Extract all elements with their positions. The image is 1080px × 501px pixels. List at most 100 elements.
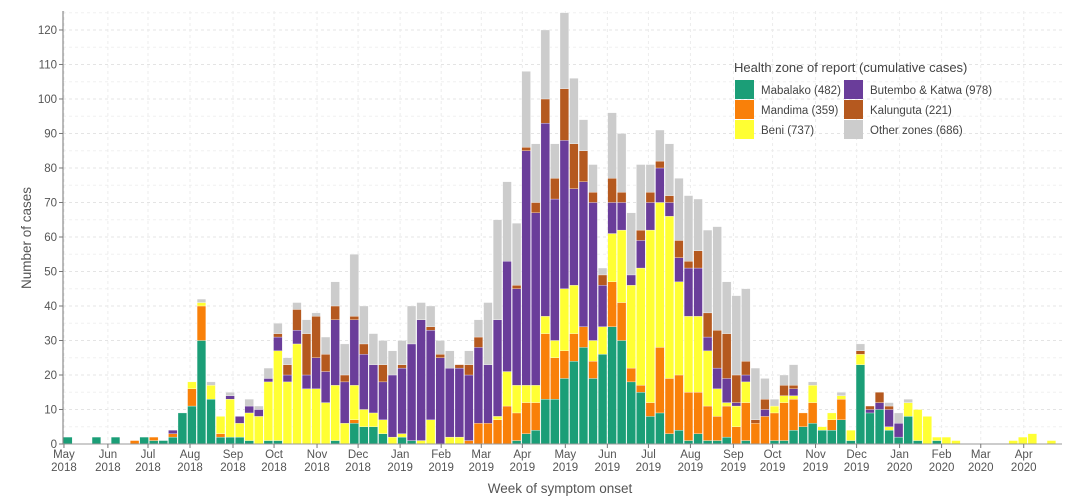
bar-segment (235, 416, 245, 424)
bar-segment (311, 388, 321, 445)
bar-segment (684, 267, 694, 317)
legend-swatch (844, 120, 863, 139)
bar-segment (426, 419, 436, 445)
bar-segment (177, 412, 187, 445)
bar-segment (779, 402, 789, 441)
bar-segment (531, 430, 541, 445)
bar-segment (894, 412, 904, 424)
bar-segment (789, 430, 799, 445)
bar-segment (521, 71, 531, 148)
bar-segment (502, 371, 512, 407)
legend-label: Kalunguta (221) (870, 105, 952, 117)
bar-segment (769, 398, 779, 407)
bar-segment (578, 119, 588, 151)
bar-segment (273, 350, 283, 441)
bar-segment (359, 409, 369, 427)
x-tick-year: 2019 (428, 462, 454, 474)
x-tick-month: Aug (680, 449, 700, 461)
bar-segment (798, 426, 808, 445)
legend-label: Butembo & Katwa (978) (870, 85, 992, 97)
bar-segment (836, 392, 846, 396)
bar-segment (340, 343, 350, 376)
bar-segment (292, 309, 302, 331)
bar-segment (636, 164, 646, 231)
bar-segment (674, 178, 684, 241)
x-tick-year: 2018 (51, 462, 77, 474)
bar-segment (521, 402, 531, 434)
bar-segment (559, 12, 569, 89)
bar-segment (445, 436, 455, 445)
bar-segment (855, 354, 865, 365)
bar-segment (311, 312, 321, 317)
bar-segment (875, 392, 885, 403)
bar-segment (712, 388, 722, 417)
bar-segment (569, 333, 579, 362)
bar-segment (168, 430, 178, 434)
bar-segment (540, 98, 550, 124)
bar-segment (655, 202, 665, 348)
y-axis-label: Number of cases (19, 187, 34, 289)
bar-segment (540, 333, 550, 400)
bar-segment (607, 233, 617, 282)
bar-segment (865, 405, 875, 410)
bar-segment (645, 402, 655, 417)
bar-segment (664, 143, 674, 196)
bar-segment (598, 274, 608, 286)
bar-segment (598, 267, 608, 276)
bar-segment (607, 281, 617, 327)
bar-segment (321, 354, 331, 372)
bar-segment (378, 364, 388, 383)
bar-segment (1027, 433, 1037, 445)
bar-segment (206, 381, 216, 386)
bar-segment (941, 436, 951, 445)
bar-segment (645, 416, 655, 445)
bar-segment (760, 409, 770, 417)
bar-segment (779, 374, 789, 386)
bar-segment (483, 364, 493, 424)
bar-segment (760, 416, 770, 445)
bar-segment (196, 305, 207, 341)
bar-segment (703, 312, 713, 338)
bar-segment (626, 367, 636, 383)
bar-segment (875, 402, 885, 410)
bar-segment (282, 381, 292, 445)
bar-segment (521, 433, 531, 445)
x-tick-year: 2018 (261, 462, 287, 474)
x-tick-month: Nov (307, 449, 328, 461)
bar-segment (512, 385, 522, 414)
bar-segment (168, 433, 178, 438)
x-axis-label: Week of symptom onset (488, 481, 633, 496)
x-tick-year: 2019 (595, 462, 621, 474)
bar-segment (617, 302, 627, 341)
x-tick-month: Feb (932, 449, 952, 461)
bar-segment (550, 398, 560, 445)
x-tick-year: 2018 (177, 462, 203, 474)
bar-segment (932, 440, 942, 445)
bar-segment (789, 395, 799, 400)
bar-segment (684, 440, 694, 445)
bar-segment (378, 433, 388, 445)
bar-segment (703, 336, 713, 351)
bar-segment (836, 395, 846, 400)
bar-segment (330, 440, 340, 445)
bar-segment (789, 388, 799, 396)
x-tick-month: May (554, 449, 576, 461)
bar-segment (158, 440, 168, 445)
bar-segment (206, 398, 216, 445)
bar-segment (779, 440, 789, 445)
bar-segment (483, 423, 493, 445)
bar-segment (273, 323, 283, 334)
bar-segment (913, 440, 923, 445)
bar-segment (512, 412, 522, 441)
bar-segment (531, 402, 541, 431)
bar-segment (674, 281, 684, 376)
bar-segment (435, 340, 445, 355)
bar-segment (550, 198, 560, 341)
bar-segment (512, 223, 522, 286)
bar-segment (225, 436, 235, 445)
bar-segment (301, 319, 312, 334)
bar-segment (722, 405, 732, 438)
bar-segment (607, 112, 617, 179)
bar-segment (349, 319, 359, 386)
bar-segment (664, 433, 674, 445)
